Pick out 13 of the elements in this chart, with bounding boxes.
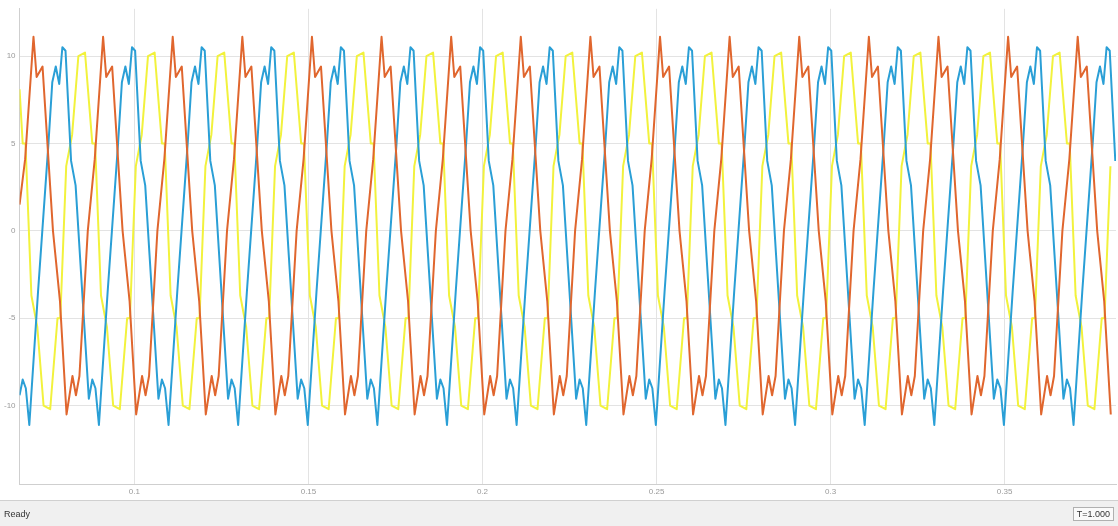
x-tick-label: 0.15 xyxy=(300,487,317,497)
text: T=1.000 xyxy=(1072,506,1114,521)
y-tick-label: -10 xyxy=(4,400,17,410)
y-tick-label: 10 xyxy=(6,51,17,61)
x-tick-label: 0.3 xyxy=(825,487,837,497)
text: Ready xyxy=(4,508,31,519)
x-tick-label: 0.1 xyxy=(128,487,141,497)
y-tick-label: 5 xyxy=(11,138,17,148)
x-tick-label: 0.25 xyxy=(648,487,665,497)
x-tick-label: 0.2 xyxy=(476,487,489,497)
y-tick-label: 0 xyxy=(11,226,17,236)
y-tick-label: -5 xyxy=(8,313,17,323)
x-tick-label: 0.35 xyxy=(996,487,1013,497)
